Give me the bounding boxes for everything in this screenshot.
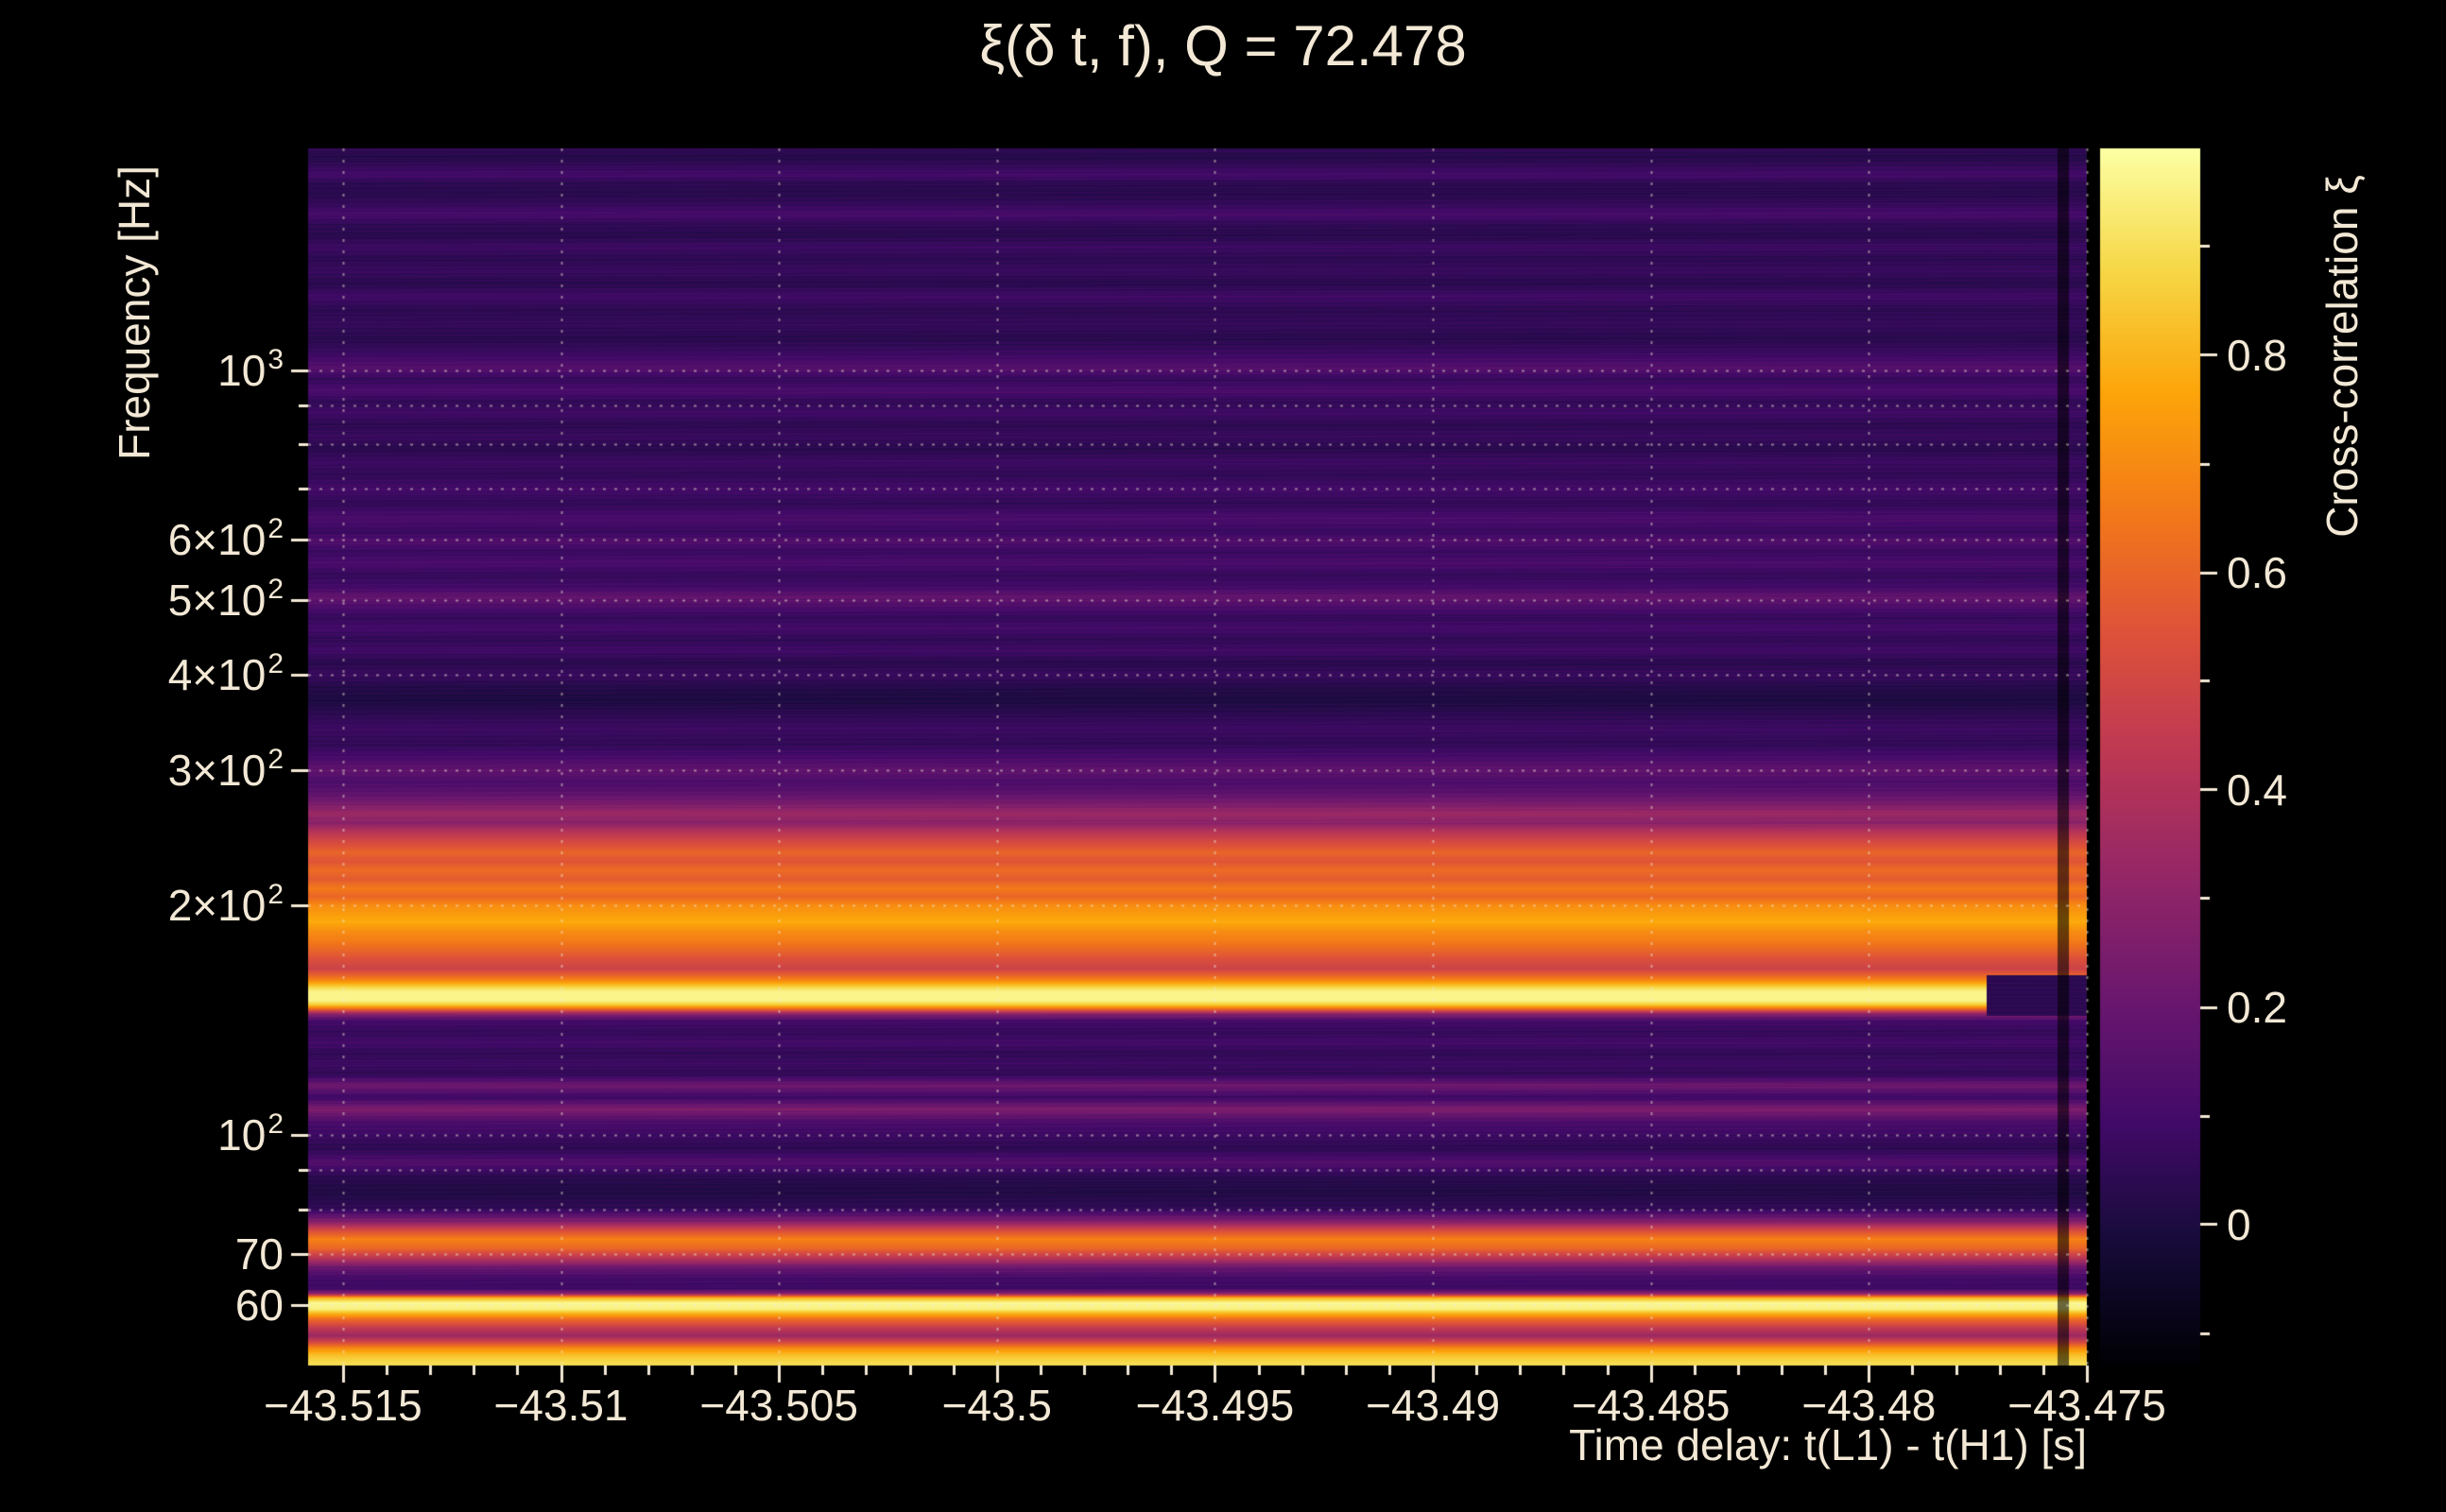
- y-tick-label: 3×102: [167, 744, 284, 796]
- colorbar-title: Cross-correlation ξ: [2317, 175, 2367, 538]
- x-tick-label: −43.485: [1571, 1381, 1731, 1430]
- y-tick-label: 6×102: [167, 513, 284, 565]
- colorbar-tick-label: 0.6: [2227, 547, 2287, 597]
- x-tick-label: −43.48: [1801, 1381, 1937, 1430]
- x-tick-label: −43.51: [493, 1381, 629, 1430]
- x-tick-label: −43.515: [264, 1381, 422, 1430]
- y-tick-label: 70: [234, 1228, 284, 1279]
- y-tick-label: 60: [234, 1280, 284, 1330]
- x-axis-title: Time delay: t(L1) - t(H1) [s]: [1569, 1420, 2087, 1469]
- x-tick-label: −43.5: [941, 1381, 1053, 1430]
- x-tick-label: −43.495: [1135, 1381, 1295, 1430]
- y-tick-label: 4×102: [167, 647, 284, 699]
- y-tick-label: 2×102: [167, 878, 284, 930]
- x-tick-label: −43.475: [2007, 1381, 2166, 1430]
- colorbar-tick-label: 0.4: [2227, 765, 2287, 815]
- y-axis-title: Frequency [Hz]: [110, 165, 159, 460]
- y-tick-label: 5×102: [167, 574, 284, 626]
- x-tick-label: −43.49: [1366, 1381, 1501, 1430]
- chart-title: ξ(δ t, f), Q = 72.478: [979, 14, 1467, 77]
- x-tick-label: −43.505: [699, 1381, 858, 1430]
- y-tick-label: 102: [217, 1108, 284, 1160]
- colorbar-tick-label: 0.2: [2227, 982, 2287, 1032]
- y-tick-label: 103: [217, 343, 284, 395]
- colorbar-tick-label: 0: [2227, 1199, 2251, 1249]
- colorbar-tick-label: 0.8: [2227, 330, 2287, 380]
